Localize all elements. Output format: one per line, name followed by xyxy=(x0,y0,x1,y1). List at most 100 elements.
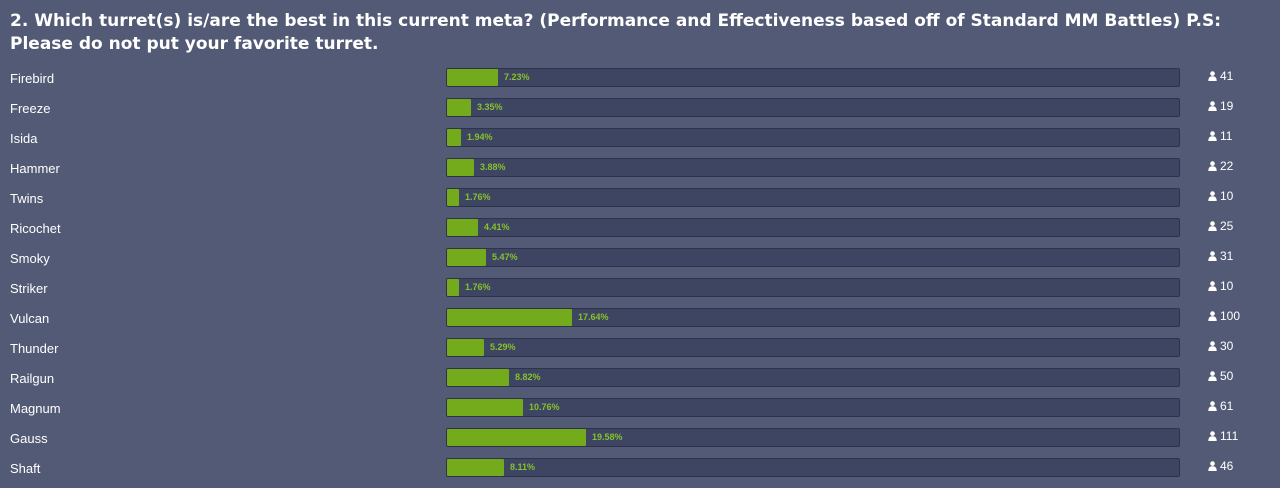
result-bar-fill xyxy=(447,459,504,476)
poll-option-magnum: Magnum 10.76% 61 xyxy=(0,393,1280,423)
result-percent: 1.76% xyxy=(465,192,491,202)
option-label: Isida xyxy=(10,131,38,146)
poll-option-gauss: Gauss 19.58% 111 xyxy=(0,423,1280,453)
vote-count: 11 xyxy=(1208,129,1232,143)
result-percent: 5.47% xyxy=(492,252,518,262)
user-icon xyxy=(1208,431,1217,441)
vote-count: 30 xyxy=(1208,339,1233,353)
result-bar-fill xyxy=(447,69,498,86)
poll-option-hammer: Hammer 3.88% 22 xyxy=(0,153,1280,183)
result-bar-track: 7.23% xyxy=(446,68,1180,87)
user-icon xyxy=(1208,461,1217,471)
result-bar-fill xyxy=(447,129,461,146)
result-bar-track: 3.88% xyxy=(446,158,1180,177)
result-bar-track: 17.64% xyxy=(446,308,1180,327)
result-percent: 10.76% xyxy=(529,402,560,412)
vote-count: 100 xyxy=(1208,309,1240,323)
vote-number: 10 xyxy=(1220,189,1234,203)
result-percent: 19.58% xyxy=(592,432,623,442)
vote-number: 50 xyxy=(1220,369,1234,383)
vote-count: 31 xyxy=(1208,249,1233,263)
vote-number: 41 xyxy=(1220,69,1234,83)
result-bar-fill xyxy=(447,339,484,356)
vote-number: 61 xyxy=(1220,399,1234,413)
result-bar-track: 5.47% xyxy=(446,248,1180,267)
result-percent: 5.29% xyxy=(490,342,516,352)
option-label: Railgun xyxy=(10,371,55,386)
poll-option-shaft: Shaft 8.11% 46 xyxy=(0,453,1280,483)
result-bar-fill xyxy=(447,429,586,446)
result-bar-track: 1.94% xyxy=(446,128,1180,147)
option-label: Gauss xyxy=(10,431,48,446)
vote-count: 41 xyxy=(1208,69,1233,83)
result-bar-track: 4.41% xyxy=(446,218,1180,237)
result-bar-fill xyxy=(447,99,471,116)
result-percent: 8.82% xyxy=(515,372,541,382)
result-bar-fill xyxy=(447,159,474,176)
question-title: 2. Which turret(s) is/are the best in th… xyxy=(10,11,1222,54)
user-icon xyxy=(1208,71,1217,81)
result-percent: 3.35% xyxy=(477,102,503,112)
user-icon xyxy=(1208,101,1217,111)
vote-count: 22 xyxy=(1208,159,1233,173)
poll-option-ricochet: Ricochet 4.41% 25 xyxy=(0,213,1280,243)
result-bar-track: 8.11% xyxy=(446,458,1180,477)
result-percent: 1.94% xyxy=(467,132,493,142)
vote-number: 100 xyxy=(1220,309,1241,323)
vote-count: 50 xyxy=(1208,369,1233,383)
result-percent: 3.88% xyxy=(480,162,506,172)
user-icon xyxy=(1208,131,1217,141)
poll-option-twins: Twins 1.76% 10 xyxy=(0,183,1280,213)
option-label: Shaft xyxy=(10,461,41,476)
poll-option-striker: Striker 1.76% 10 xyxy=(0,273,1280,303)
user-icon xyxy=(1208,161,1217,171)
poll-option-vulcan: Vulcan 17.64% 100 xyxy=(0,303,1280,333)
result-bar-fill xyxy=(447,399,523,416)
option-label: Vulcan xyxy=(10,311,50,326)
poll-option-thunder: Thunder 5.29% 30 xyxy=(0,333,1280,363)
option-label: Magnum xyxy=(10,401,61,416)
result-percent: 8.11% xyxy=(510,462,536,472)
result-bar-track: 19.58% xyxy=(446,428,1180,447)
vote-count: 10 xyxy=(1208,189,1233,203)
vote-count: 61 xyxy=(1208,399,1233,413)
result-bar-track: 3.35% xyxy=(446,98,1180,117)
result-bar-fill xyxy=(447,249,486,266)
result-bar-fill xyxy=(447,219,478,236)
result-bar-track: 1.76% xyxy=(446,278,1180,297)
poll-results: Firebird 7.23% 41 Freeze 3.35% xyxy=(0,63,1280,483)
result-bar-track: 1.76% xyxy=(446,188,1180,207)
vote-number: 30 xyxy=(1220,339,1234,353)
poll-option-railgun: Railgun 8.82% 50 xyxy=(0,363,1280,393)
user-icon xyxy=(1208,311,1217,321)
result-bar-fill xyxy=(447,309,572,326)
poll-option-freeze: Freeze 3.35% 19 xyxy=(0,93,1280,123)
user-icon xyxy=(1208,251,1217,261)
vote-number: 22 xyxy=(1220,159,1234,173)
result-bar-fill xyxy=(447,189,459,206)
vote-count: 111 xyxy=(1208,429,1238,443)
poll-option-isida: Isida 1.94% 11 xyxy=(0,123,1280,153)
result-percent: 7.23% xyxy=(504,72,530,82)
vote-number: 25 xyxy=(1220,219,1234,233)
option-label: Smoky xyxy=(10,251,50,266)
result-percent: 4.41% xyxy=(484,222,510,232)
result-bar-fill xyxy=(447,369,509,386)
vote-count: 46 xyxy=(1208,459,1233,473)
option-label: Twins xyxy=(10,191,44,206)
vote-number: 46 xyxy=(1220,459,1234,473)
vote-count: 25 xyxy=(1208,219,1233,233)
option-label: Firebird xyxy=(10,71,55,86)
option-label: Striker xyxy=(10,281,48,296)
result-bar-fill xyxy=(447,279,459,296)
result-bar-track: 10.76% xyxy=(446,398,1180,417)
vote-number: 19 xyxy=(1220,99,1234,113)
vote-number: 10 xyxy=(1220,279,1234,293)
vote-number: 111 xyxy=(1220,429,1239,443)
option-label: Freeze xyxy=(10,101,51,116)
vote-count: 10 xyxy=(1208,279,1233,293)
result-percent: 17.64% xyxy=(578,312,609,322)
user-icon xyxy=(1208,221,1217,231)
option-label: Ricochet xyxy=(10,221,61,236)
user-icon xyxy=(1208,341,1217,351)
